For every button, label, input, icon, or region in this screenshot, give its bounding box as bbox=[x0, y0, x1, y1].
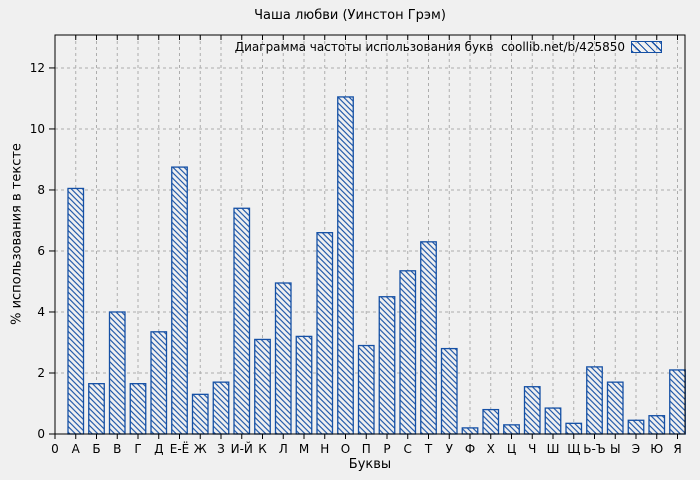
x-tick-label-Ф: Ф bbox=[465, 442, 475, 456]
y-tick-label-4: 4 bbox=[37, 305, 45, 319]
x-tick-label-Р: Р bbox=[383, 442, 390, 456]
bar-Я bbox=[669, 369, 686, 435]
x-tick-label-З: З bbox=[217, 442, 225, 456]
bar-К bbox=[254, 338, 271, 435]
bar-Ф bbox=[461, 427, 479, 435]
chart-title: Чаша любви (Уинстон Грэм) bbox=[254, 8, 446, 23]
x-tick-label-О: О bbox=[341, 442, 350, 456]
bar-А bbox=[67, 187, 85, 435]
x-axis-title: Буквы bbox=[348, 457, 392, 472]
x-tick-label-В: В bbox=[113, 442, 121, 456]
bar-Н bbox=[316, 232, 334, 435]
x-tick-labels: 0 А Б В Г Д Е-Ё Ж З И-Й К Л М Н О П Р С Т У Ф Х Ц Ч Ш Щ Ь-Ъ Ы Э Ю Я bbox=[51, 441, 681, 456]
grid-horizontal bbox=[55, 67, 685, 374]
bar-Ю bbox=[648, 415, 666, 435]
bar-Ь-Ъ bbox=[586, 366, 603, 435]
x-tick-label-Е-Ё: Е-Ё bbox=[170, 441, 190, 456]
x-tick-label-И-Й: И-Й bbox=[231, 441, 253, 456]
x-tick-label-Д: Д bbox=[154, 442, 163, 456]
bar-П bbox=[357, 344, 375, 435]
plot-frame bbox=[54, 34, 686, 435]
legend-label: Диаграмма частоты использования букв coo… bbox=[234, 40, 625, 54]
x-tick-label-Ы: Ы bbox=[610, 442, 621, 456]
y-axis-title: % использования в тексте bbox=[9, 143, 25, 325]
y-tick-label-10: 10 bbox=[30, 122, 45, 136]
bar-З bbox=[212, 381, 230, 435]
x-tick-label-М: М bbox=[299, 442, 309, 456]
bar-Р bbox=[378, 296, 396, 435]
bar-Ц bbox=[503, 424, 520, 435]
x-tick-label-С: С bbox=[404, 442, 412, 456]
x-tick-label-Э: Э bbox=[632, 442, 640, 456]
x-tick-label-Я: Я bbox=[673, 442, 681, 456]
y-tick-label-6: 6 bbox=[37, 244, 45, 258]
bar-Г bbox=[129, 383, 147, 435]
y-tick-label-8: 8 bbox=[37, 183, 45, 197]
bar-Т bbox=[420, 241, 437, 435]
y-tick-labels: 0 2 4 6 8 10 12 bbox=[30, 61, 45, 441]
bars bbox=[67, 96, 686, 435]
bar-Ж bbox=[191, 393, 209, 435]
x-tick-label-Т: Т bbox=[424, 442, 433, 456]
x-tick-label-Ц: Ц bbox=[507, 442, 516, 456]
bar-Ы bbox=[606, 381, 624, 435]
bar-В bbox=[108, 311, 126, 435]
bar-Х bbox=[482, 408, 500, 435]
bar-Э bbox=[627, 419, 645, 435]
x-tick-label-origin: 0 bbox=[51, 442, 59, 456]
axis-ticks bbox=[49, 35, 678, 439]
x-tick-label-Ш: Ш bbox=[547, 442, 560, 456]
bar-Л bbox=[274, 282, 292, 435]
bar-У bbox=[440, 347, 458, 435]
bar-Ш bbox=[544, 407, 562, 435]
y-tick-label-0: 0 bbox=[37, 427, 45, 441]
x-tick-label-У: У bbox=[446, 442, 454, 456]
bar-Д bbox=[150, 331, 168, 435]
bar-О bbox=[337, 96, 354, 435]
bar-Ч bbox=[523, 386, 541, 435]
legend-swatch-hatch-icon bbox=[631, 41, 662, 53]
x-tick-label-Ь-Ъ: Ь-Ъ bbox=[583, 442, 606, 456]
x-tick-label-Н: Н bbox=[320, 442, 329, 456]
bar-Е-Ё bbox=[171, 166, 188, 435]
x-tick-label-Ж: Ж bbox=[194, 442, 207, 456]
x-tick-label-Х: Х bbox=[487, 442, 495, 456]
bar-С bbox=[399, 270, 417, 435]
x-tick-label-П: П bbox=[362, 442, 371, 456]
y-tick-label-2: 2 bbox=[37, 366, 45, 380]
x-tick-label-Ю: Ю bbox=[650, 442, 663, 456]
bar-И-Й bbox=[233, 207, 251, 435]
legend: Диаграмма частоты использования букв coo… bbox=[235, 40, 662, 54]
x-tick-label-Б: Б bbox=[92, 442, 100, 456]
bar-Б bbox=[88, 383, 105, 435]
x-tick-label-А: А bbox=[72, 442, 81, 456]
bar-Щ bbox=[565, 422, 583, 435]
x-tick-label-Щ: Щ bbox=[567, 442, 580, 456]
x-tick-label-Л: Л bbox=[279, 442, 288, 456]
x-tick-label-Г: Г bbox=[134, 442, 141, 456]
x-tick-label-К: К bbox=[258, 442, 267, 456]
bar-М bbox=[295, 335, 313, 435]
y-tick-label-12: 12 bbox=[30, 61, 45, 75]
x-tick-label-Ч: Ч bbox=[528, 442, 536, 456]
